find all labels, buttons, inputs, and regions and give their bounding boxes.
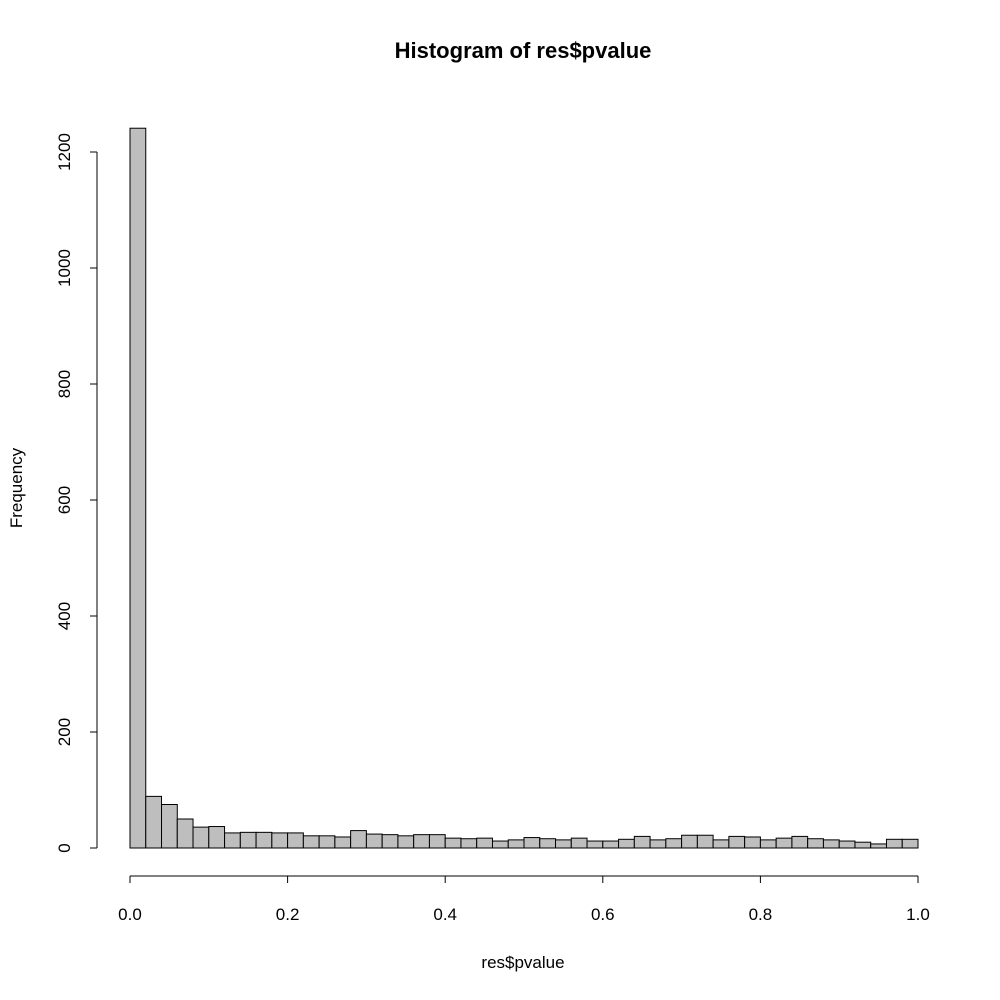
histogram-bar-34 xyxy=(665,838,683,849)
histogram-bar-19 xyxy=(428,834,446,849)
histogram-bar-21 xyxy=(460,838,478,849)
y-tick-label-4: 800 xyxy=(55,370,74,398)
y-tick-label-1: 200 xyxy=(55,718,74,746)
x-tick-label-3: 0.6 xyxy=(591,905,615,924)
x-tick-label-1: 0.2 xyxy=(276,905,300,924)
histogram-bar-37 xyxy=(712,839,730,849)
chart-title: Histogram of res$pvalue xyxy=(395,38,652,63)
histogram-bar-6 xyxy=(224,832,241,849)
bars-group xyxy=(129,127,919,849)
histogram-bar-38 xyxy=(728,835,746,849)
histogram-bar-15 xyxy=(365,833,383,849)
histogram-bar-22 xyxy=(476,837,493,849)
x-axis-label: res$pvalue xyxy=(481,953,564,972)
histogram-bar-5 xyxy=(208,826,226,849)
histogram-bar-42 xyxy=(791,835,809,849)
histogram-bar-49 xyxy=(901,838,919,849)
histogram-bar-39 xyxy=(744,836,761,849)
histogram-bar-12 xyxy=(318,835,336,849)
histogram-bar-29 xyxy=(586,840,604,849)
histogram-bar-2 xyxy=(161,804,178,849)
histogram-bar-9 xyxy=(271,832,289,849)
x-tick-label-4: 0.8 xyxy=(749,905,773,924)
histogram-bar-41 xyxy=(775,837,793,849)
histogram-bar-4 xyxy=(192,826,210,849)
histogram-bar-7 xyxy=(239,831,257,849)
histogram-bar-20 xyxy=(444,837,462,849)
histogram-bar-24 xyxy=(507,839,525,849)
histogram-bar-45 xyxy=(838,840,856,849)
histogram-bar-35 xyxy=(681,834,698,849)
histogram-bar-44 xyxy=(822,839,840,849)
histogram-bar-0 xyxy=(129,127,147,849)
y-tick-label-0: 0 xyxy=(55,843,74,852)
y-tick-label-2: 400 xyxy=(55,602,74,630)
histogram-bar-30 xyxy=(602,840,620,849)
y-axis: 0 200 400 600 800 1000 1200 xyxy=(55,133,98,853)
histogram-bar-23 xyxy=(491,840,509,849)
histogram-bar-27 xyxy=(555,839,572,849)
histogram-bar-32 xyxy=(633,835,651,849)
y-tick-label-6: 1200 xyxy=(55,133,74,171)
histogram-bar-17 xyxy=(397,835,415,849)
histogram-bar-48 xyxy=(885,838,903,849)
histogram-bar-11 xyxy=(302,835,320,849)
histogram-bar-18 xyxy=(413,834,430,849)
histogram-bar-28 xyxy=(570,837,588,849)
histogram-bar-31 xyxy=(618,838,635,849)
histogram-bar-8 xyxy=(255,831,273,849)
y-tick-label-3: 600 xyxy=(55,486,74,514)
histogram-bar-3 xyxy=(176,818,194,849)
histogram-bar-46 xyxy=(854,841,872,849)
histogram-bar-13 xyxy=(334,836,352,849)
y-tick-label-5: 1000 xyxy=(55,249,74,287)
y-axis-label: Frequency xyxy=(7,447,26,528)
x-tick-label-2: 0.4 xyxy=(433,905,457,924)
histogram-bar-10 xyxy=(287,832,304,849)
histogram-bar-26 xyxy=(539,838,557,849)
x-tick-label-5: 1.0 xyxy=(906,905,930,924)
histogram-bar-25 xyxy=(523,837,541,849)
histogram-bar-47 xyxy=(870,843,887,849)
x-axis: 0.0 0.2 0.4 0.6 0.8 1.0 xyxy=(118,875,930,924)
histogram-bar-33 xyxy=(649,839,667,849)
x-tick-label-0: 0.0 xyxy=(118,905,142,924)
histogram-bar-36 xyxy=(696,834,714,849)
histogram-bar-1 xyxy=(145,795,163,849)
histogram-bar-14 xyxy=(350,830,367,849)
histogram-bar-16 xyxy=(381,834,399,849)
histogram-bar-40 xyxy=(759,839,777,849)
histogram-bar-43 xyxy=(807,838,824,849)
